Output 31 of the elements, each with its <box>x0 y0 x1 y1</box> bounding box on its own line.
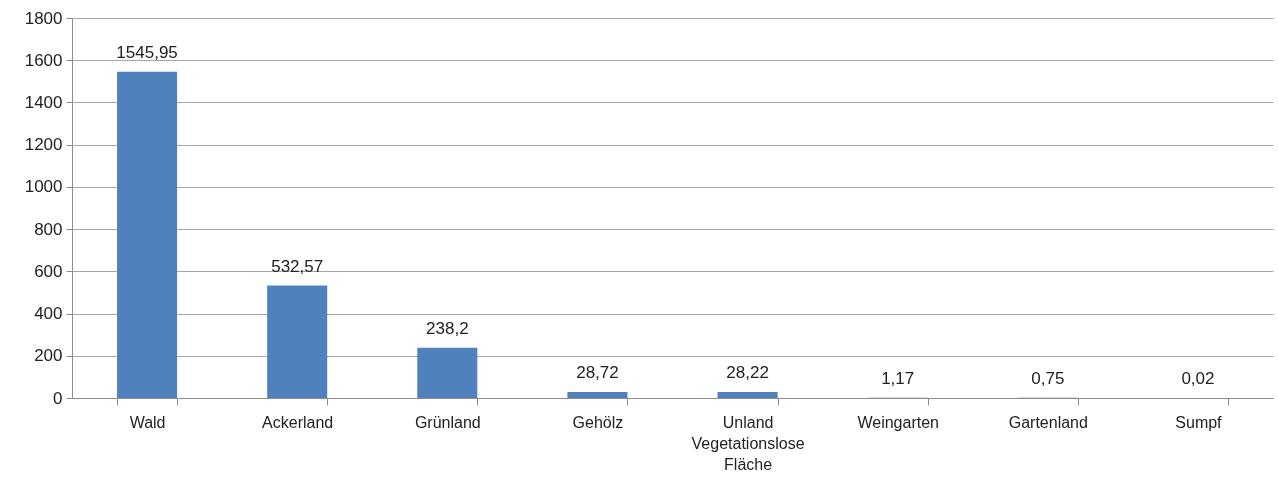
bar <box>117 71 178 398</box>
y-tick-label: 0 <box>53 388 63 408</box>
bar <box>717 392 778 398</box>
y-tick-label: 1800 <box>24 8 63 28</box>
data-label: 28,22 <box>726 363 769 383</box>
y-tick-label: 400 <box>34 304 63 324</box>
data-label: 238,2 <box>426 318 469 338</box>
data-label: 28,72 <box>576 362 619 382</box>
bar <box>267 285 328 398</box>
data-label: 532,57 <box>271 256 324 276</box>
y-tick-label: 1200 <box>24 135 63 155</box>
data-label: 1545,95 <box>116 42 178 62</box>
data-label: 0,75 <box>1031 368 1065 388</box>
x-tick-label: Wald <box>129 413 166 431</box>
x-tick-label: Weingarten <box>857 413 939 431</box>
x-tick-label: Ackerland <box>262 413 334 431</box>
data-label: 1,17 <box>881 368 915 388</box>
x-tick-label: Gartenland <box>1008 413 1088 431</box>
y-tick-label: 600 <box>34 261 63 281</box>
data-label: 0,02 <box>1181 369 1215 388</box>
y-tick-label: 1400 <box>24 92 63 112</box>
bar <box>417 347 478 398</box>
bar <box>567 391 628 398</box>
y-tick-label: 1000 <box>24 177 63 197</box>
x-tick-label: Sumpf <box>1175 413 1223 431</box>
x-tick-label: Unland Vegetationslose Fläche <box>691 413 805 473</box>
x-tick-label: Grünland <box>414 413 481 431</box>
y-tick-label: 800 <box>34 219 63 239</box>
x-tick-label: Gehölz <box>572 413 624 431</box>
y-tick-label: 1600 <box>24 50 63 70</box>
y-tick-label: 200 <box>34 346 63 366</box>
